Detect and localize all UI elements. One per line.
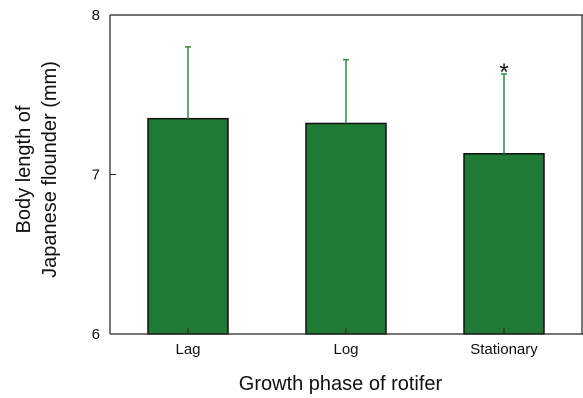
x-tick-label-stationary: Stationary bbox=[470, 341, 538, 358]
labels-layer: Lag Log Stationary 6 7 8 Growth phase of rotif… bbox=[13, 7, 538, 395]
x-tick-label-log: Log bbox=[333, 341, 358, 358]
bar-lag bbox=[147, 117, 229, 335]
x-axis-title: Growth phase of rotifer bbox=[239, 373, 443, 395]
y-tick-label-7: 7 bbox=[92, 167, 100, 184]
bars-layer bbox=[147, 117, 545, 335]
x-tick-label-lag: Lag bbox=[175, 341, 200, 358]
significance-marker: * bbox=[499, 59, 508, 86]
y-axis-title: Body length of Japanese flounder (mm) bbox=[13, 61, 61, 278]
bar-log bbox=[305, 122, 387, 335]
y-tick-label-8: 8 bbox=[92, 7, 100, 24]
axes-layer bbox=[109, 14, 583, 335]
y-axis-title-line-2: Japanese flounder (mm) bbox=[39, 61, 61, 278]
error-bars-layer bbox=[185, 46, 507, 154]
y-axis-title-line-1: Body length of bbox=[13, 105, 35, 233]
y-tick-label-6: 6 bbox=[92, 326, 100, 343]
bar-stationary bbox=[463, 153, 545, 335]
